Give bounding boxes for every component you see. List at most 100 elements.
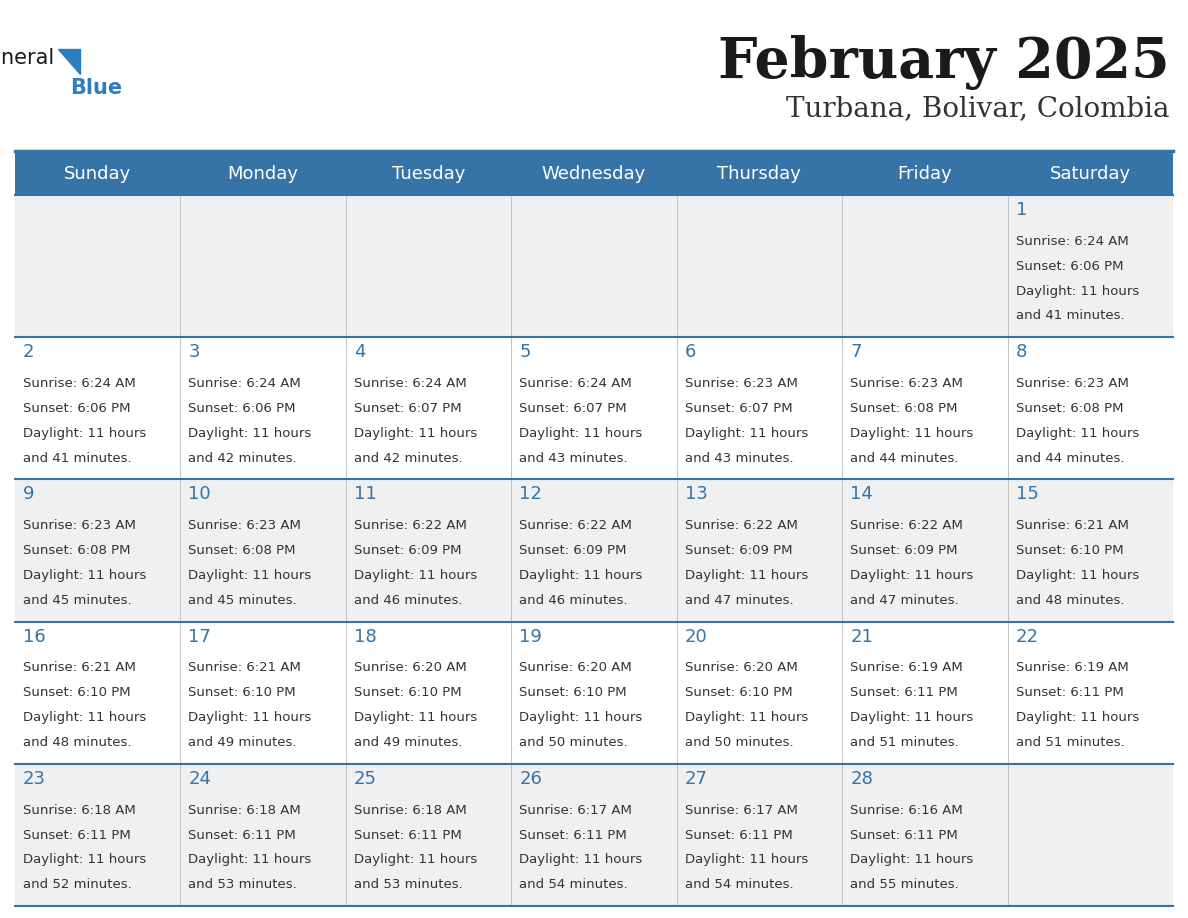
Text: and 44 minutes.: and 44 minutes.: [851, 452, 959, 465]
Text: and 45 minutes.: and 45 minutes.: [23, 594, 132, 607]
Text: Daylight: 11 hours: Daylight: 11 hours: [1016, 569, 1139, 582]
Text: Sunrise: 6:23 AM: Sunrise: 6:23 AM: [23, 520, 135, 532]
Text: 6: 6: [684, 343, 696, 361]
Text: Sunset: 6:09 PM: Sunset: 6:09 PM: [684, 544, 792, 557]
Text: Sunrise: 6:18 AM: Sunrise: 6:18 AM: [354, 803, 467, 817]
Text: Sunset: 6:06 PM: Sunset: 6:06 PM: [23, 402, 131, 415]
Text: 5: 5: [519, 343, 531, 361]
Text: Daylight: 11 hours: Daylight: 11 hours: [684, 569, 808, 582]
Text: Sunset: 6:11 PM: Sunset: 6:11 PM: [1016, 687, 1124, 700]
Text: and 55 minutes.: and 55 minutes.: [851, 879, 959, 891]
Text: Daylight: 11 hours: Daylight: 11 hours: [189, 711, 311, 724]
Text: Saturday: Saturday: [1050, 165, 1131, 183]
Text: Sunrise: 6:24 AM: Sunrise: 6:24 AM: [519, 377, 632, 390]
Text: Wednesday: Wednesday: [542, 165, 646, 183]
Bar: [15, 764, 1173, 906]
Text: 4: 4: [354, 343, 366, 361]
Text: Daylight: 11 hours: Daylight: 11 hours: [519, 569, 643, 582]
Text: Sunrise: 6:17 AM: Sunrise: 6:17 AM: [684, 803, 797, 817]
Text: Sunset: 6:10 PM: Sunset: 6:10 PM: [1016, 544, 1123, 557]
Text: Sunrise: 6:23 AM: Sunrise: 6:23 AM: [851, 377, 963, 390]
Text: Daylight: 11 hours: Daylight: 11 hours: [684, 711, 808, 724]
Text: Sunset: 6:08 PM: Sunset: 6:08 PM: [851, 402, 958, 415]
Text: and 43 minutes.: and 43 minutes.: [519, 452, 628, 465]
Text: 8: 8: [1016, 343, 1026, 361]
Text: 15: 15: [1016, 486, 1038, 503]
Text: 21: 21: [851, 628, 873, 645]
Text: and 50 minutes.: and 50 minutes.: [684, 736, 794, 749]
Text: 1: 1: [1016, 201, 1026, 219]
Text: Daylight: 11 hours: Daylight: 11 hours: [23, 569, 146, 582]
Text: and 48 minutes.: and 48 minutes.: [1016, 594, 1124, 607]
Text: Sunrise: 6:23 AM: Sunrise: 6:23 AM: [1016, 377, 1129, 390]
Text: 7: 7: [851, 343, 861, 361]
Text: 22: 22: [1016, 628, 1038, 645]
Text: and 45 minutes.: and 45 minutes.: [189, 594, 297, 607]
Text: Sunrise: 6:23 AM: Sunrise: 6:23 AM: [189, 520, 302, 532]
Text: Sunrise: 6:18 AM: Sunrise: 6:18 AM: [23, 803, 135, 817]
Text: and 53 minutes.: and 53 minutes.: [354, 879, 462, 891]
Text: Sunrise: 6:20 AM: Sunrise: 6:20 AM: [354, 661, 467, 675]
Bar: [15, 153, 1173, 195]
Text: Sunset: 6:11 PM: Sunset: 6:11 PM: [851, 687, 958, 700]
Text: 13: 13: [684, 486, 708, 503]
Text: 26: 26: [519, 770, 542, 788]
Text: and 43 minutes.: and 43 minutes.: [684, 452, 794, 465]
Text: and 42 minutes.: and 42 minutes.: [354, 452, 462, 465]
Text: Sunset: 6:10 PM: Sunset: 6:10 PM: [519, 687, 627, 700]
Text: and 53 minutes.: and 53 minutes.: [189, 879, 297, 891]
Text: Sunrise: 6:23 AM: Sunrise: 6:23 AM: [684, 377, 797, 390]
Text: Daylight: 11 hours: Daylight: 11 hours: [851, 711, 973, 724]
Text: Sunrise: 6:24 AM: Sunrise: 6:24 AM: [354, 377, 467, 390]
Text: Daylight: 11 hours: Daylight: 11 hours: [189, 569, 311, 582]
Text: Sunset: 6:11 PM: Sunset: 6:11 PM: [684, 829, 792, 842]
Bar: [15, 479, 1173, 621]
Text: Daylight: 11 hours: Daylight: 11 hours: [851, 427, 973, 440]
Text: Sunrise: 6:18 AM: Sunrise: 6:18 AM: [189, 803, 302, 817]
Text: 3: 3: [189, 343, 200, 361]
Polygon shape: [58, 49, 80, 74]
Text: and 51 minutes.: and 51 minutes.: [1016, 736, 1124, 749]
Text: Tuesday: Tuesday: [392, 165, 466, 183]
Text: Sunset: 6:11 PM: Sunset: 6:11 PM: [23, 829, 131, 842]
Text: Daylight: 11 hours: Daylight: 11 hours: [23, 427, 146, 440]
Text: Sunrise: 6:21 AM: Sunrise: 6:21 AM: [189, 661, 302, 675]
Text: and 46 minutes.: and 46 minutes.: [519, 594, 627, 607]
Text: Sunset: 6:06 PM: Sunset: 6:06 PM: [1016, 260, 1123, 273]
Text: Daylight: 11 hours: Daylight: 11 hours: [519, 854, 643, 867]
Text: Sunset: 6:07 PM: Sunset: 6:07 PM: [684, 402, 792, 415]
Text: 9: 9: [23, 486, 34, 503]
Text: Daylight: 11 hours: Daylight: 11 hours: [1016, 285, 1139, 297]
Text: Daylight: 11 hours: Daylight: 11 hours: [354, 427, 478, 440]
Text: Friday: Friday: [897, 165, 953, 183]
Text: 10: 10: [189, 486, 211, 503]
Text: Sunset: 6:10 PM: Sunset: 6:10 PM: [354, 687, 461, 700]
Text: Sunrise: 6:17 AM: Sunrise: 6:17 AM: [519, 803, 632, 817]
Text: and 44 minutes.: and 44 minutes.: [1016, 452, 1124, 465]
Text: February 2025: February 2025: [719, 35, 1170, 90]
Bar: [15, 337, 1173, 479]
Text: 2: 2: [23, 343, 34, 361]
Text: Sunrise: 6:19 AM: Sunrise: 6:19 AM: [851, 661, 963, 675]
Text: Sunset: 6:11 PM: Sunset: 6:11 PM: [189, 829, 296, 842]
Text: and 47 minutes.: and 47 minutes.: [684, 594, 794, 607]
Text: and 51 minutes.: and 51 minutes.: [851, 736, 959, 749]
Text: Thursday: Thursday: [718, 165, 802, 183]
Text: Sunset: 6:06 PM: Sunset: 6:06 PM: [189, 402, 296, 415]
Text: Sunrise: 6:24 AM: Sunrise: 6:24 AM: [189, 377, 302, 390]
Text: and 47 minutes.: and 47 minutes.: [851, 594, 959, 607]
Text: Daylight: 11 hours: Daylight: 11 hours: [354, 569, 478, 582]
Text: 28: 28: [851, 770, 873, 788]
Text: Sunrise: 6:21 AM: Sunrise: 6:21 AM: [1016, 520, 1129, 532]
Text: Sunset: 6:11 PM: Sunset: 6:11 PM: [519, 829, 627, 842]
Text: Sunrise: 6:22 AM: Sunrise: 6:22 AM: [519, 520, 632, 532]
Text: Daylight: 11 hours: Daylight: 11 hours: [519, 711, 643, 724]
Bar: [15, 195, 1173, 337]
Text: Sunset: 6:08 PM: Sunset: 6:08 PM: [23, 544, 131, 557]
Text: Monday: Monday: [228, 165, 298, 183]
Text: Sunset: 6:08 PM: Sunset: 6:08 PM: [189, 544, 296, 557]
Text: Sunset: 6:07 PM: Sunset: 6:07 PM: [519, 402, 627, 415]
Text: and 54 minutes.: and 54 minutes.: [684, 879, 794, 891]
Text: and 46 minutes.: and 46 minutes.: [354, 594, 462, 607]
Text: 18: 18: [354, 628, 377, 645]
